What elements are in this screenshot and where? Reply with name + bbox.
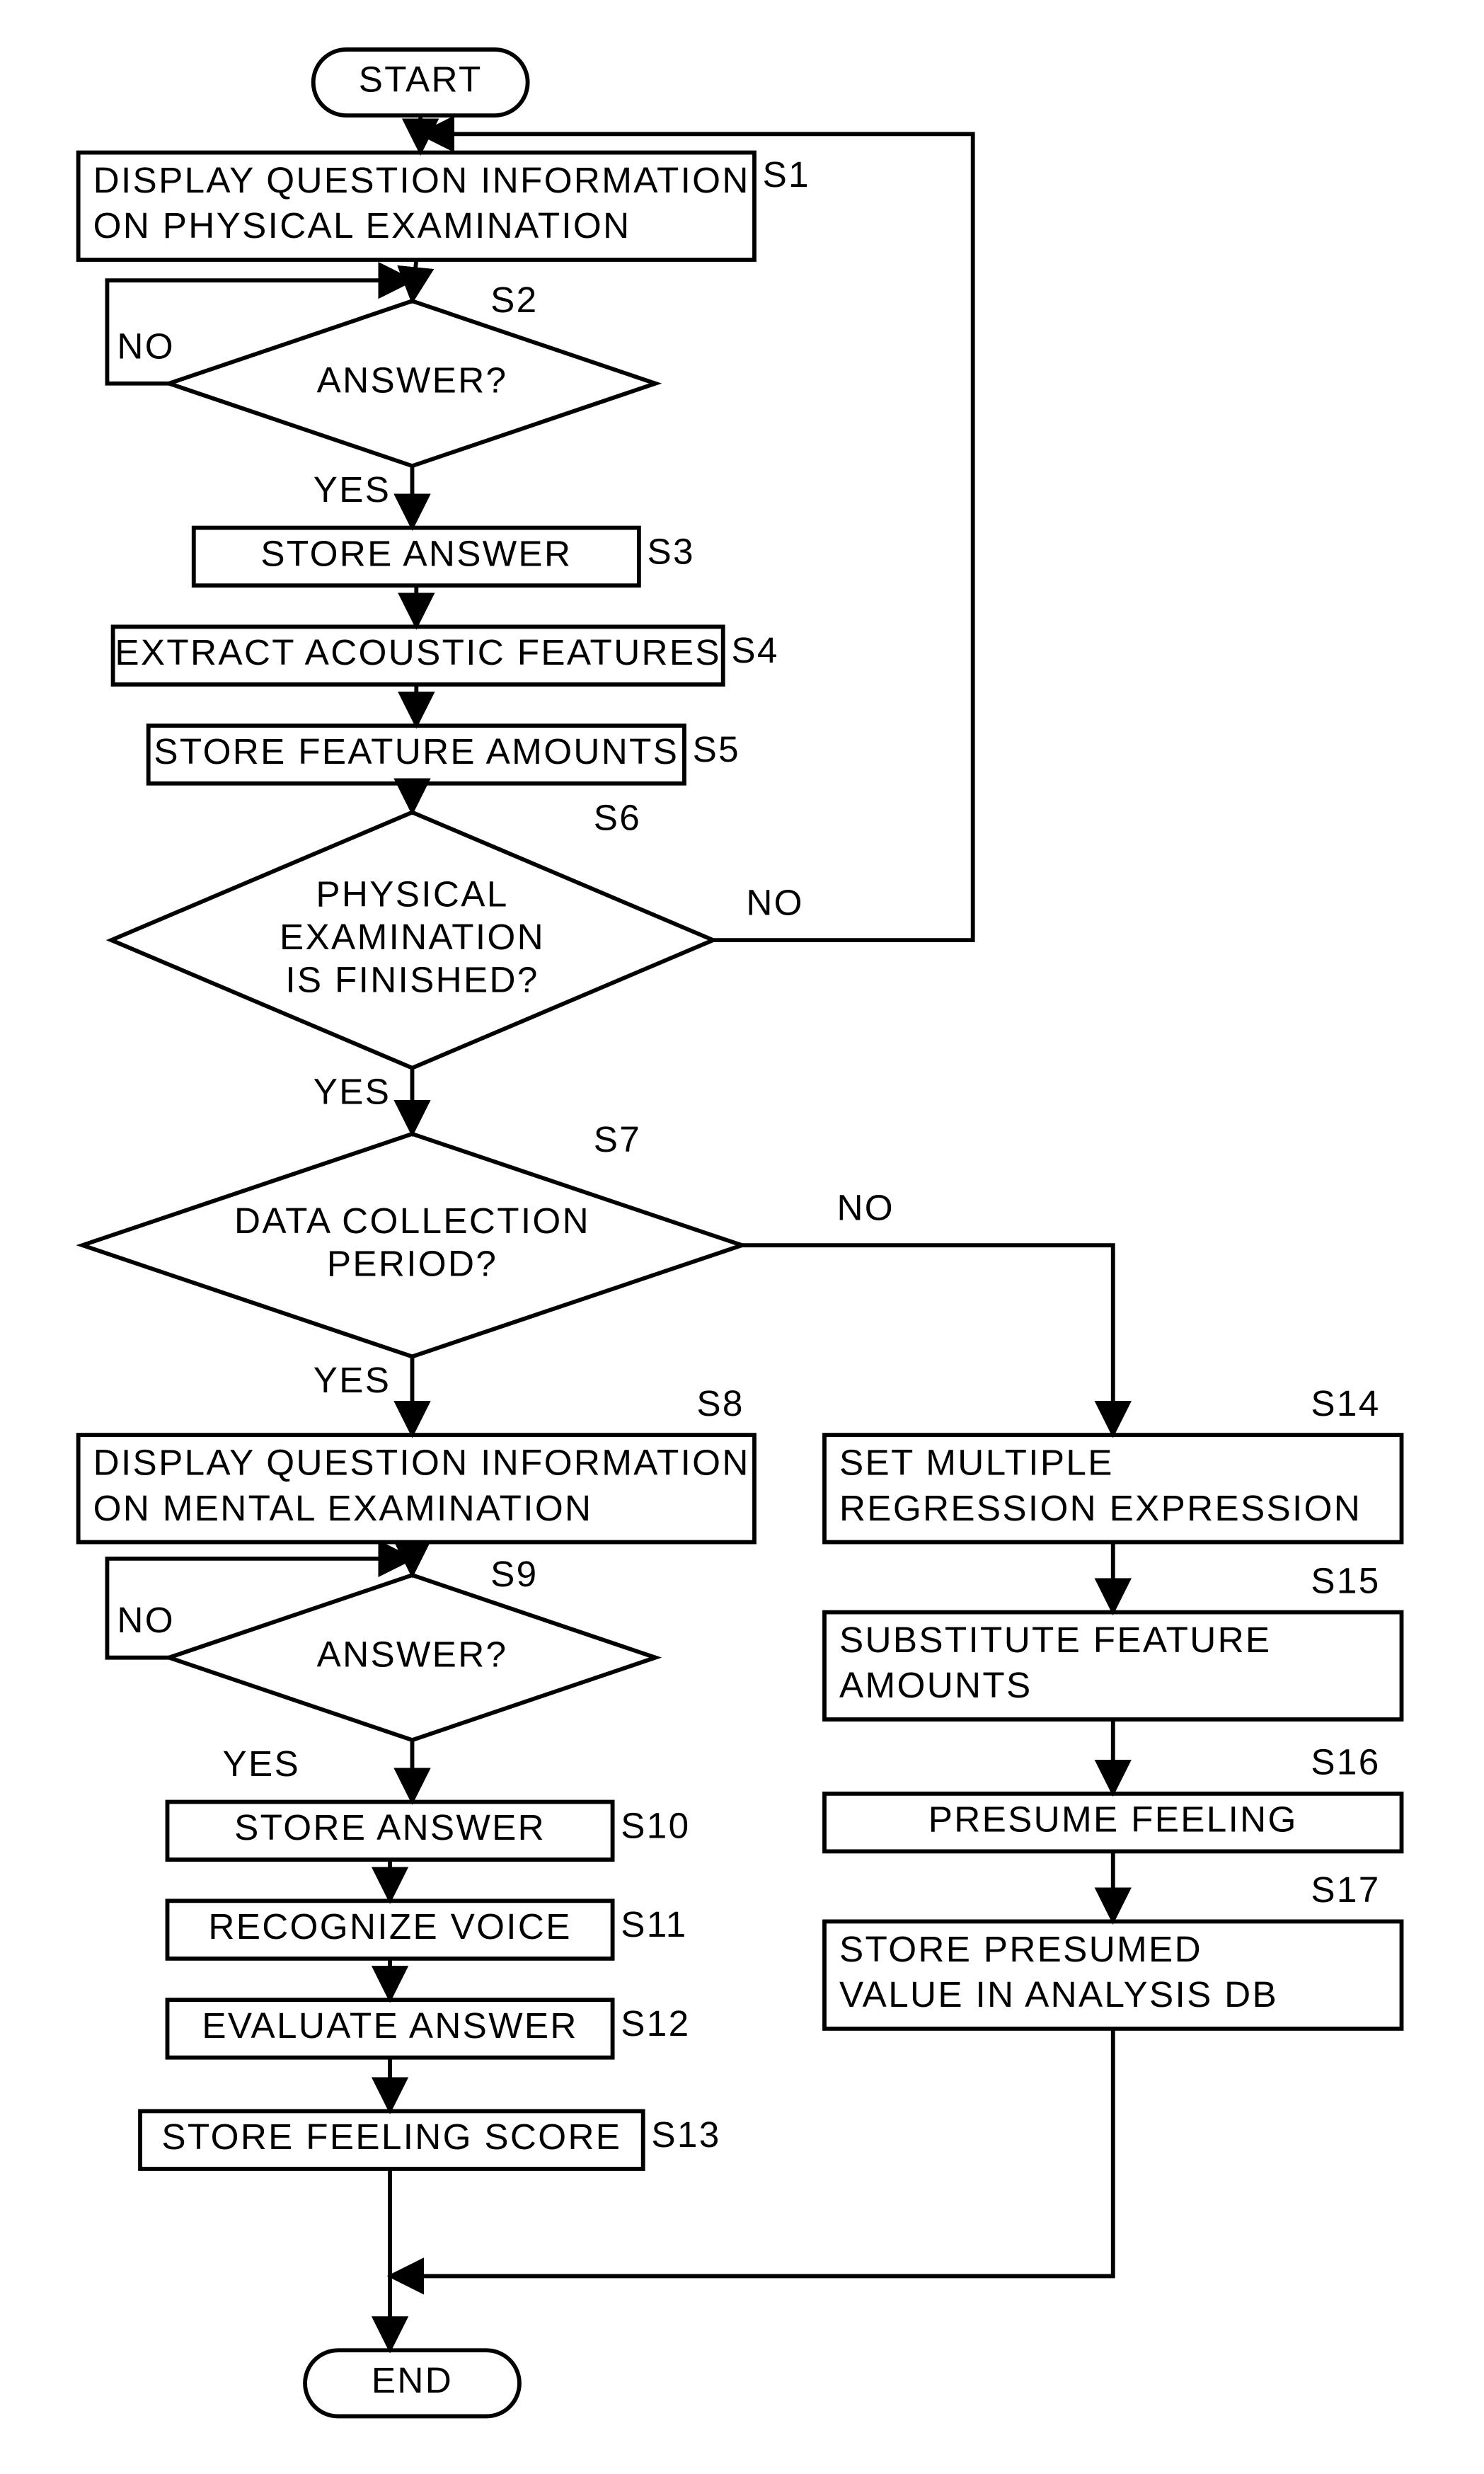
svg-text:STORE PRESUMEDVALUE IN ANALYS: STORE PRESUMEDVALUE IN ANALYSIS DB [839, 1929, 1278, 2015]
flowchart-svg: START END DISPLAY QUESTION INFORMATIONON P… [0, 0, 1484, 2474]
svg-text:NO: NO [836, 1188, 895, 1228]
svg-text:START: START [359, 59, 483, 99]
svg-text:S15: S15 [1311, 1560, 1380, 1600]
svg-text:STORE ANSWER: STORE ANSWER [260, 533, 572, 573]
svg-text:YES: YES [314, 1360, 391, 1400]
svg-text:S3: S3 [648, 531, 695, 571]
svg-text:EVALUATE ANSWER: EVALUATE ANSWER [202, 2005, 577, 2046]
svg-text:NO: NO [746, 883, 804, 923]
svg-text:S14: S14 [1311, 1383, 1380, 1424]
svg-text:YES: YES [314, 469, 391, 510]
svg-text:YES: YES [223, 1743, 301, 1784]
svg-text:S11: S11 [621, 1904, 687, 1945]
svg-text:S5: S5 [693, 729, 740, 769]
svg-text:STORE FEELING SCORE: STORE FEELING SCORE [161, 2117, 621, 2157]
svg-text:S2: S2 [490, 280, 538, 320]
svg-text:EXTRACT ACOUSTIC FEATURES: EXTRACT ACOUSTIC FEATURES [115, 632, 721, 672]
svg-text:S16: S16 [1311, 1742, 1380, 1782]
svg-text:S13: S13 [651, 2114, 720, 2155]
svg-text:RECOGNIZE VOICE: RECOGNIZE VOICE [208, 1906, 571, 1947]
svg-text:DISPLAY QUESTION INFORMATIONON: DISPLAY QUESTION INFORMATIONON MENTAL EX… [93, 1442, 750, 1528]
svg-text:S1: S1 [763, 154, 810, 195]
svg-text:S12: S12 [621, 2003, 690, 2044]
svg-text:NO: NO [117, 1600, 175, 1640]
svg-text:S10: S10 [621, 1805, 690, 1845]
svg-text:SET MULTIPLEREGRESSION EXPRESS: SET MULTIPLEREGRESSION EXPRESSION [839, 1442, 1362, 1528]
svg-text:SUBSTITUTE FEATUREAMOUNTS: SUBSTITUTE FEATUREAMOUNTS [839, 1620, 1271, 1705]
svg-text:S6: S6 [594, 798, 641, 838]
svg-text:ANSWER?: ANSWER? [317, 360, 508, 400]
svg-text:YES: YES [314, 1071, 391, 1111]
svg-text:STORE ANSWER: STORE ANSWER [234, 1807, 546, 1848]
svg-text:S17: S17 [1311, 1869, 1380, 1910]
svg-text:NO: NO [117, 326, 175, 366]
svg-text:S7: S7 [594, 1119, 641, 1159]
svg-text:S9: S9 [490, 1554, 538, 1594]
svg-text:DISPLAY QUESTION INFORMATIONON: DISPLAY QUESTION INFORMATIONON PHYSICAL … [93, 160, 750, 246]
svg-text:S8: S8 [696, 1383, 744, 1424]
svg-text:STORE FEATURE AMOUNTS: STORE FEATURE AMOUNTS [154, 731, 679, 772]
svg-text:PHYSICALEXAMINATIONIS FINISHED: PHYSICALEXAMINATIONIS FINISHED? [280, 874, 545, 1000]
svg-text:PRESUME FEELING: PRESUME FEELING [928, 1799, 1298, 1839]
svg-text:END: END [372, 2360, 453, 2400]
svg-text:DATA COLLECTIONPERIOD?: DATA COLLECTIONPERIOD? [234, 1201, 590, 1283]
svg-text:ANSWER?: ANSWER? [317, 1634, 508, 1674]
svg-text:S4: S4 [731, 630, 778, 670]
